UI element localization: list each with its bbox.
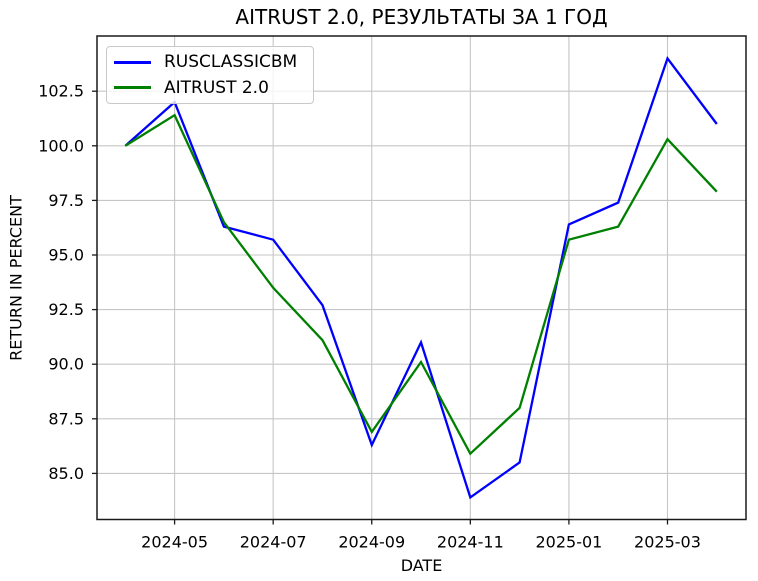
legend-item-aitrust-2-0: AITRUST 2.0 (114, 78, 313, 98)
y-tick-label: 87.5 (48, 409, 84, 428)
legend-label: AITRUST 2.0 (164, 77, 269, 98)
legend-label: RUSCLASSICBM (164, 52, 298, 73)
y-tick-label: 97.5 (48, 191, 84, 210)
x-tick-label: 2024-11 (437, 533, 504, 552)
x-tick-label: 2025-03 (634, 533, 701, 552)
y-axis-label: RETURN IN PERCENT (6, 195, 26, 361)
legend: RUSCLASSICBM AITRUST 2.0 (106, 46, 314, 104)
axes-spines (96, 35, 747, 521)
y-tick-label: 90.0 (48, 355, 84, 374)
legend-line-sample-rusclassicbm (114, 61, 151, 64)
x-axis-label: DATE (400, 556, 443, 575)
y-tick-label: 95.0 (48, 246, 84, 265)
x-tick-label: 2024-09 (338, 533, 405, 552)
plot-background (97, 36, 746, 520)
chart-title: AITRUST 2.0, РЕЗУЛЬТАТЫ ЗА 1 ГОД (235, 5, 608, 29)
y-tick-label: 102.5 (38, 82, 84, 101)
y-tick-label: 92.5 (48, 300, 84, 319)
series-line-rusclassicbm (124, 55, 718, 500)
legend-item-rusclassicbm: RUSCLASSICBM (114, 52, 313, 72)
y-tick-label: 100.0 (38, 136, 84, 155)
y-tick-label: 85.0 (48, 464, 84, 483)
x-tick-label: 2024-05 (141, 533, 208, 552)
series-line-aitrust-2-0 (124, 113, 718, 456)
legend-line-sample-aitrust-2-0 (114, 86, 151, 89)
x-tick-label: 2024-07 (240, 533, 307, 552)
x-tick-label: 2025-01 (535, 533, 602, 552)
